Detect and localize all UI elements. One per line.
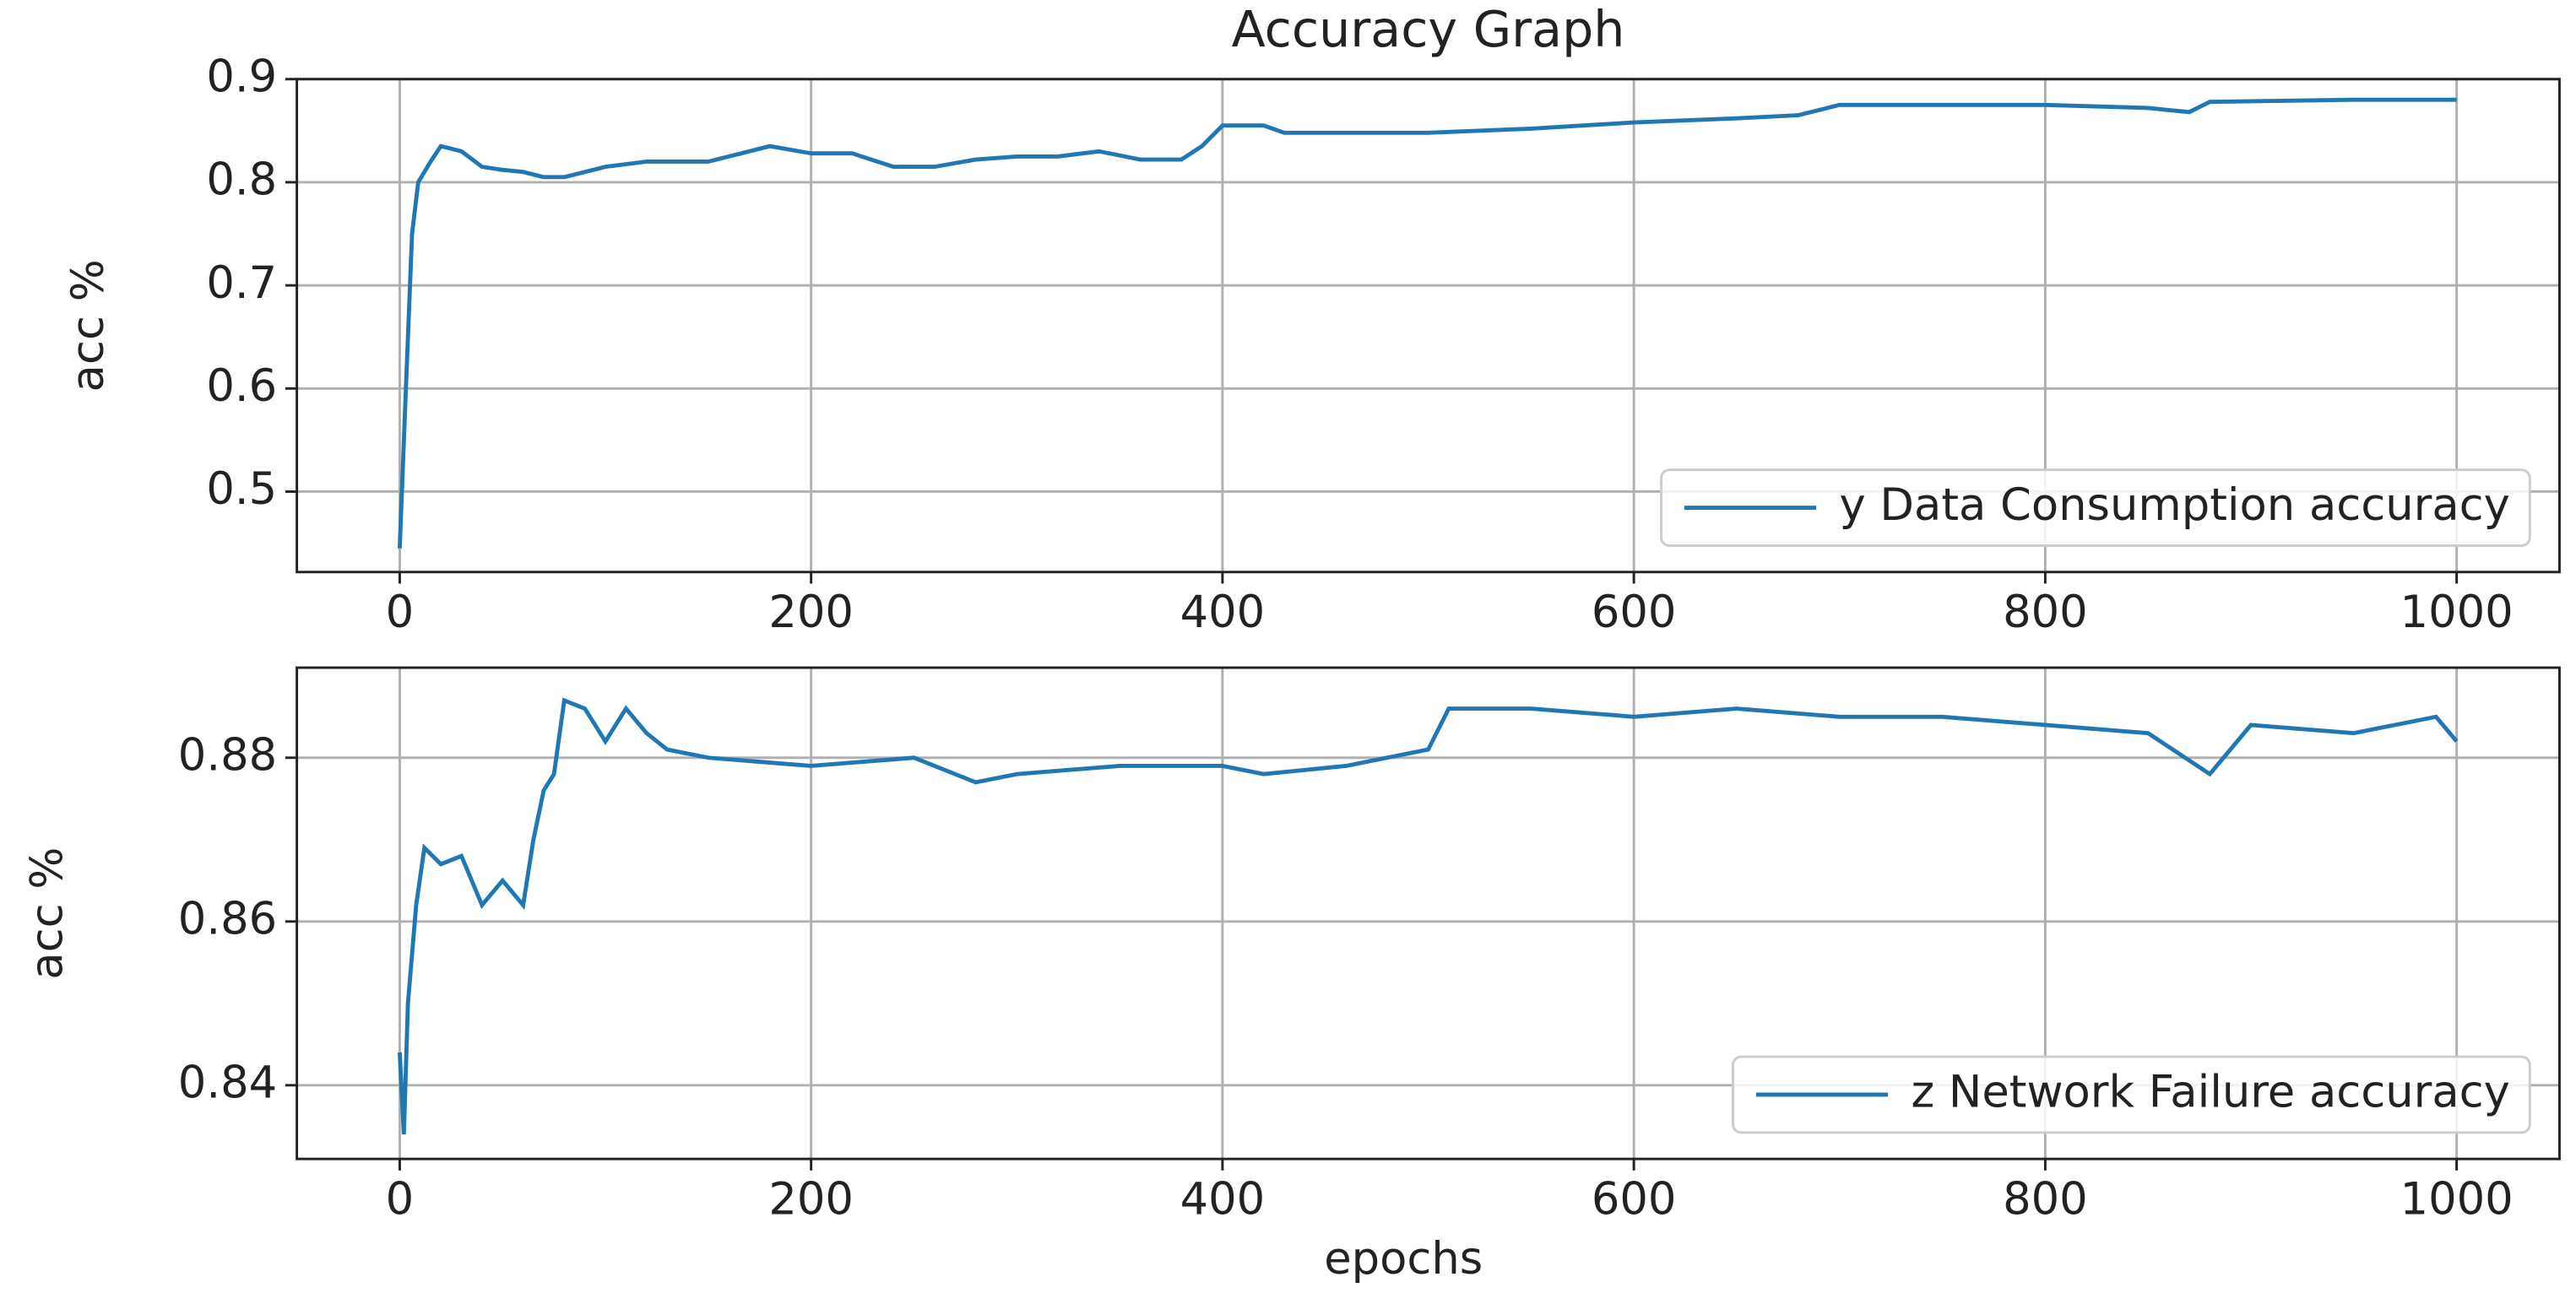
plot-frame [296, 666, 2561, 1161]
x-tick-label: 800 [2003, 587, 2088, 638]
chart-title: Accuracy Graph [1232, 1, 1625, 58]
legend: y Data Consumption accuracy [1660, 468, 2531, 547]
x-tick-label: 600 [1592, 587, 1677, 638]
x-tick-label: 200 [768, 1174, 854, 1226]
legend-label: y Data Consumption accuracy [1839, 479, 2509, 531]
y-axis-label: acc % [21, 847, 73, 980]
x-axis-label: epochs [1324, 1233, 1483, 1285]
legend: z Network Failure accuracy [1732, 1055, 2531, 1134]
plot-frame [296, 78, 2561, 574]
x-tick-label: 0 [386, 587, 415, 638]
legend-box [1732, 1055, 2531, 1134]
x-tick-label: 200 [768, 587, 854, 638]
legend-box [1660, 468, 2531, 547]
x-tick-label: 800 [2003, 1174, 2088, 1226]
legend-label: z Network Failure accuracy [1911, 1067, 2509, 1118]
y-tick-label: 0.6 [206, 360, 277, 412]
y-tick-label: 0.84 [178, 1057, 277, 1108]
y-tick-label: 0.7 [206, 257, 277, 309]
y-tick-label: 0.88 [178, 729, 277, 781]
x-tick-label: 1000 [2400, 1174, 2514, 1226]
x-tick-label: 400 [1180, 1174, 1266, 1226]
y-tick-label: 0.8 [206, 154, 277, 206]
y-tick-label: 0.5 [206, 463, 277, 515]
y-axis-label: acc % [62, 259, 114, 392]
x-tick-label: 0 [386, 1174, 415, 1226]
data-line [397, 97, 2457, 549]
x-tick-label: 400 [1180, 587, 1266, 638]
x-tick-label: 600 [1592, 1174, 1677, 1226]
y-tick-label: 0.86 [178, 893, 277, 944]
y-tick-label: 0.9 [206, 51, 277, 102]
x-tick-label: 1000 [2400, 587, 2514, 638]
data-line [397, 697, 2459, 1135]
